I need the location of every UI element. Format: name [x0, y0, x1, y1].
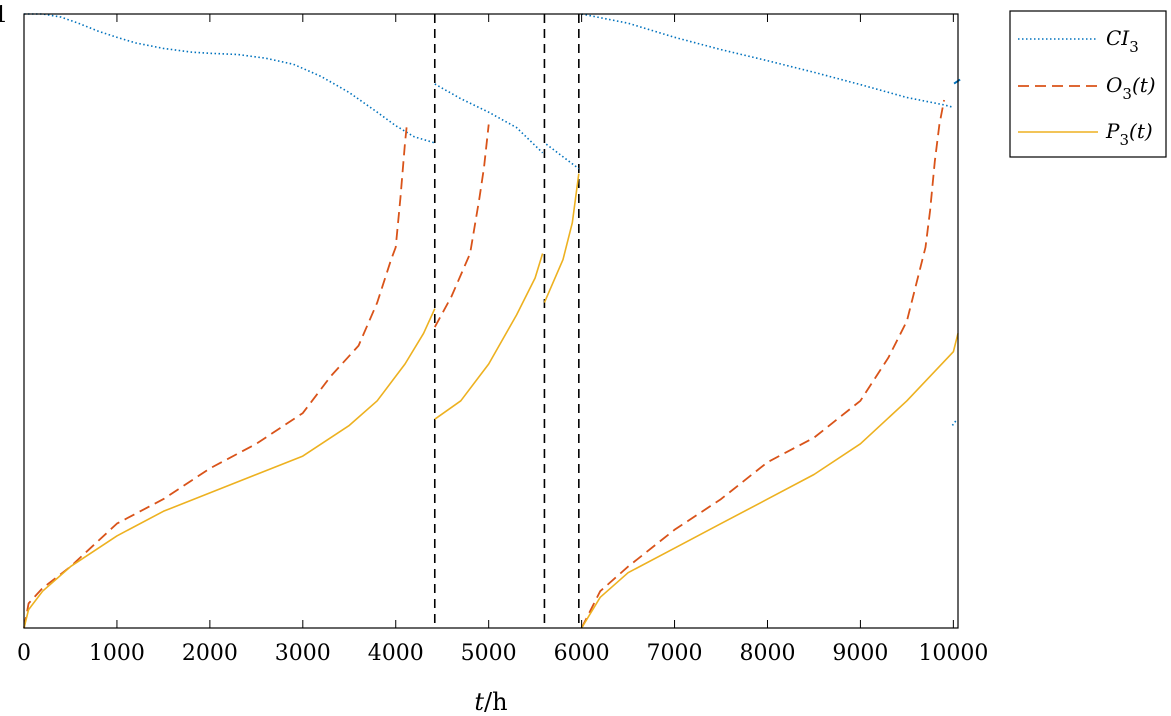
series-o3t-segment-2 — [434, 124, 490, 328]
plot-background — [24, 14, 958, 628]
x-tick-label: 0 — [17, 641, 31, 666]
series-lines — [23, 13, 961, 629]
x-tick-label: 9000 — [832, 641, 888, 666]
y-axis: 1 — [0, 3, 8, 28]
series-ci3-segment-2 — [434, 83, 544, 154]
plot-frame — [23, 13, 959, 629]
series-ci3-segment-3 — [545, 143, 580, 170]
x-tick-label: 8000 — [739, 641, 795, 666]
maintenance-lines — [433, 14, 580, 628]
x-tick-label: 1000 — [89, 641, 145, 666]
series-p3t-segment-2 — [434, 253, 544, 420]
legend-label-2: O3(t) — [1106, 73, 1156, 103]
x-tick-label: 5000 — [461, 641, 517, 666]
legend-label-1: CI3 — [1106, 26, 1139, 56]
x-tick-label: 3000 — [275, 641, 331, 666]
series-ci3-segment-6 — [951, 418, 958, 426]
x-tick-label: 10000 — [918, 641, 988, 666]
y-tick-label: 1 — [0, 3, 8, 28]
legend-label-3: P3(t) — [1105, 119, 1153, 149]
x-axis-title-unit: /h — [484, 688, 508, 716]
series-p3t-segment-3 — [543, 173, 580, 303]
x-tick-label: 7000 — [647, 641, 703, 666]
x-axis-title: t/h — [474, 688, 507, 716]
series-ci3-segment-1 — [24, 13, 436, 144]
series-p3t-segment-1 — [23, 308, 436, 629]
series-p3t-segment-4 — [580, 333, 959, 629]
x-axis-title-variable: t — [474, 688, 484, 716]
x-tick-label: 6000 — [554, 641, 610, 666]
x-tick-label: 2000 — [182, 641, 238, 666]
legend: CI3 O3(t) P3(t) — [1009, 10, 1167, 158]
series-o3t-segment-3 — [580, 99, 945, 629]
x-axis: 0 1000 2000 3000 4000 5000 6000 7000 8000 9000 100… — [17, 14, 988, 666]
x-tick-label: 4000 — [368, 641, 424, 666]
series-ci3-segment-5 — [953, 78, 961, 85]
